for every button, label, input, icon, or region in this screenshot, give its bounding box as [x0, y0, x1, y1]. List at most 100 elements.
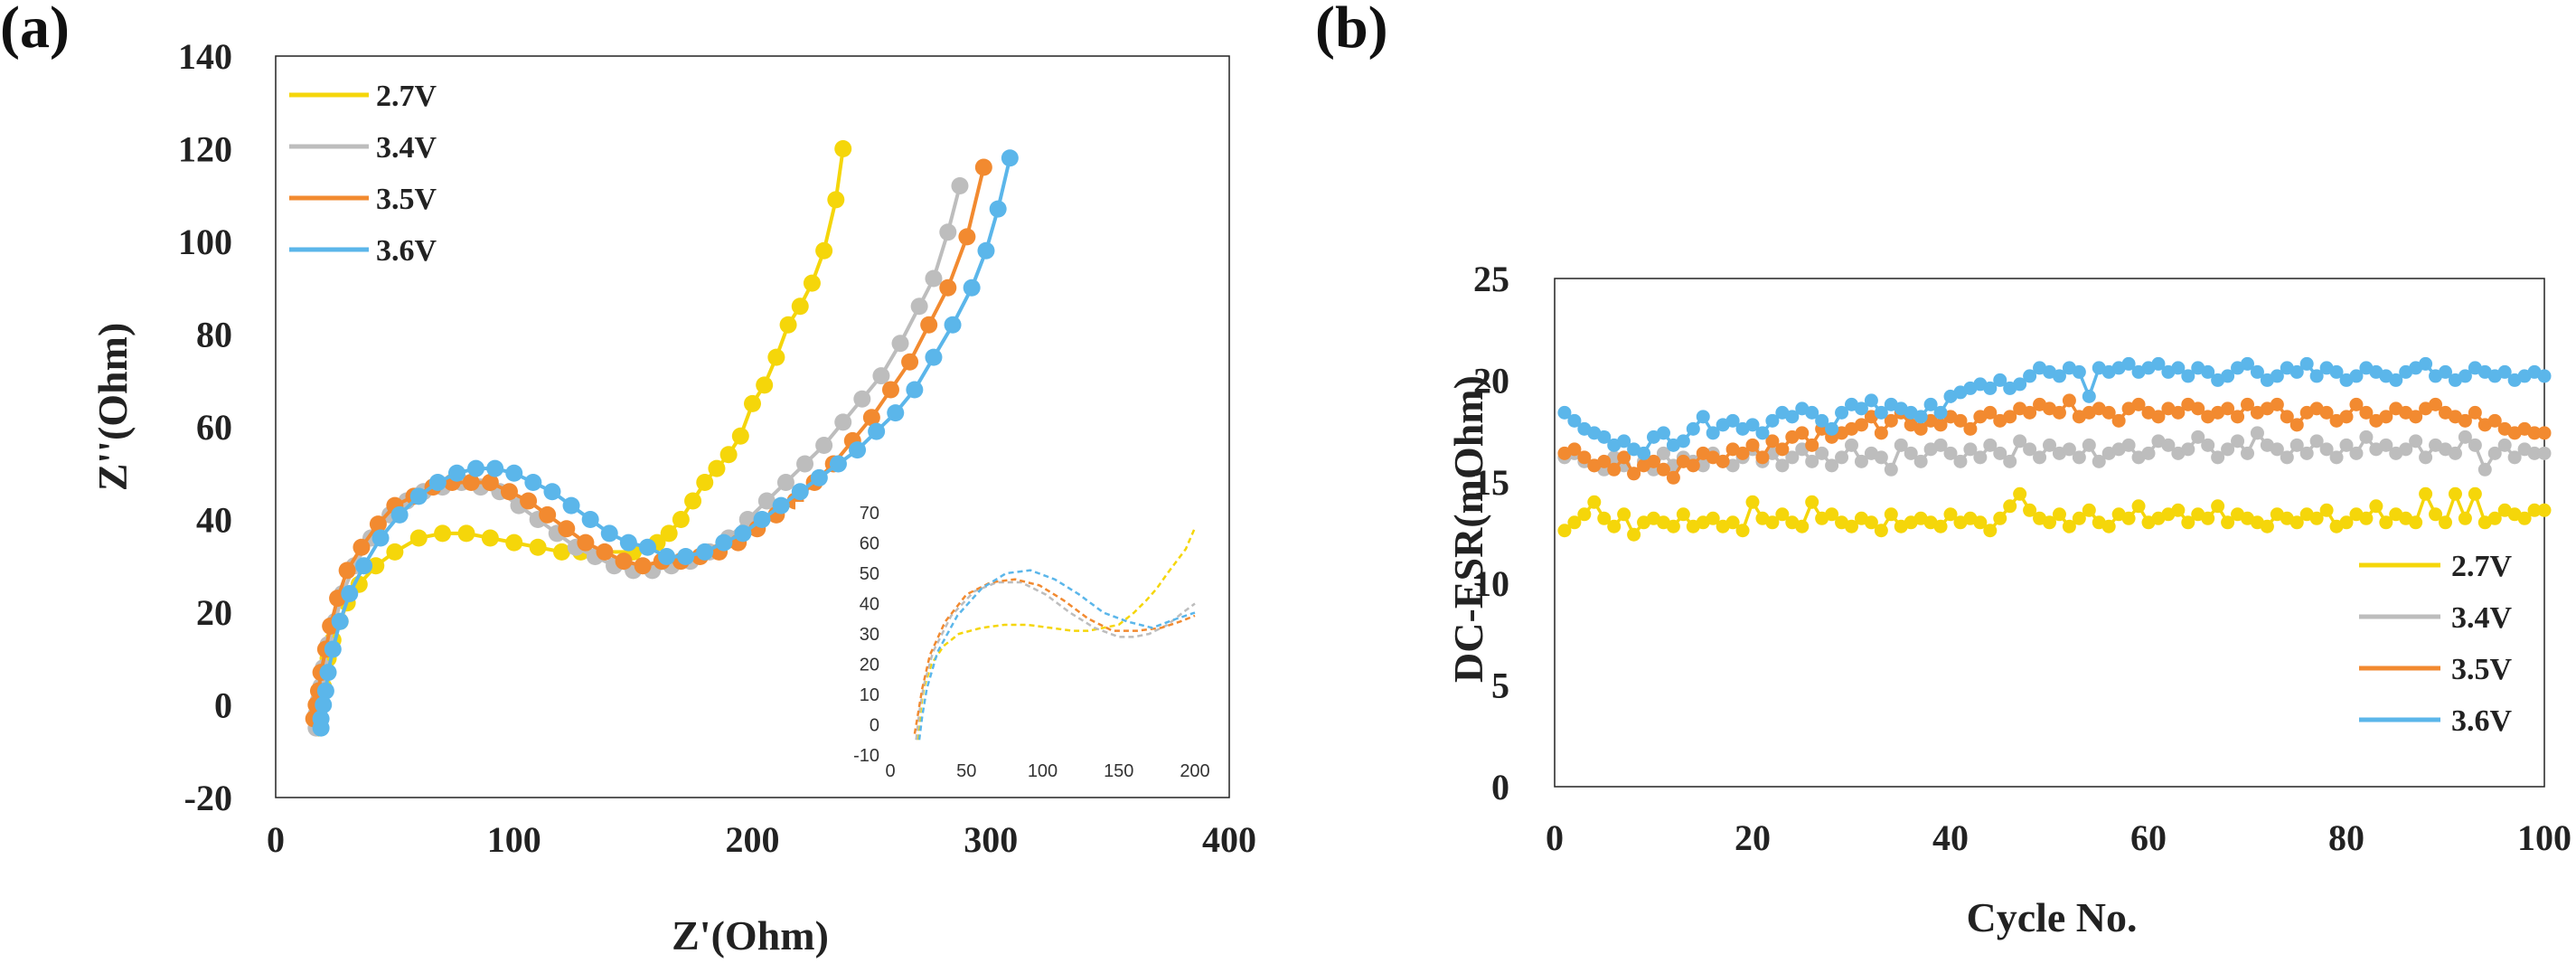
eis-y-tick-label: 80 — [196, 315, 232, 355]
esr-data-point — [1904, 446, 1918, 460]
inset-x-tick-label: 0 — [885, 761, 895, 781]
eis-data-point — [939, 279, 957, 297]
esr-data-point — [2052, 507, 2066, 522]
eis-data-point — [684, 492, 702, 510]
eis-data-point — [467, 459, 485, 477]
esr-data-point — [2458, 413, 2472, 428]
esr-data-point — [2181, 515, 2195, 530]
eis-data-point — [803, 274, 821, 292]
esr-data-point — [1795, 426, 1810, 440]
eis-data-point — [1001, 149, 1019, 167]
esr-data-point — [1825, 421, 1839, 436]
eis-data-point — [315, 696, 333, 713]
esr-data-point — [1735, 524, 1750, 538]
esr-data-point — [2527, 426, 2542, 440]
esr-data-point — [1577, 507, 1592, 522]
esr-data-point — [1557, 405, 1572, 420]
eis-data-point — [731, 427, 749, 445]
esr-data-point — [1765, 434, 1780, 448]
esr-tick-labels: 0 20 40 60 80 100 0 5 10 15 20 25 — [1473, 259, 2571, 858]
eis-data-point — [529, 538, 547, 556]
esr-x-tick-label: 0 — [1546, 817, 1564, 858]
esr-data-point — [2201, 364, 2215, 379]
esr-data-point — [1785, 410, 1800, 424]
esr-data-point — [2072, 511, 2086, 525]
esr-data-point — [2409, 515, 2423, 530]
esr-data-point — [2448, 446, 2462, 460]
esr-legend: 2.7V 3.4V 3.5V 3.6V — [2359, 550, 2513, 738]
eis-data-point — [772, 496, 790, 515]
esr-data-point — [2409, 434, 2423, 448]
esr-data-point — [1825, 458, 1839, 473]
esr-data-point — [2439, 515, 2452, 530]
esr-data-point — [2339, 515, 2354, 530]
eis-data-point — [619, 533, 637, 552]
eis-data-point — [390, 505, 409, 524]
eis-data-point — [505, 464, 523, 482]
esr-data-point — [2329, 364, 2344, 379]
esr-data-point — [2379, 515, 2393, 530]
eis-data-point — [862, 409, 880, 427]
esr-data-point — [2131, 397, 2146, 411]
esr-data-point — [2033, 450, 2047, 465]
esr-data-point — [1795, 519, 1810, 533]
esr-data-point — [1607, 519, 1622, 533]
esr-data-point — [2497, 438, 2512, 452]
esr-data-point — [2221, 515, 2235, 530]
eis-data-point — [409, 487, 428, 505]
esr-data-point — [1567, 515, 1582, 530]
esr-data-point — [1656, 462, 1670, 477]
esr-legend-label: 3.6V — [2451, 704, 2513, 738]
esr-data-point — [2171, 361, 2186, 375]
eis-data-point — [925, 269, 943, 288]
esr-data-point — [1686, 421, 1700, 436]
eis-y-tick-label: -20 — [184, 778, 232, 818]
esr-data-point — [1983, 381, 1998, 395]
esr-data-point — [1973, 515, 1988, 530]
esr-data-point — [2072, 450, 2086, 465]
esr-data-point — [2289, 515, 2304, 530]
eis-data-point — [428, 474, 447, 491]
esr-data-point — [1567, 413, 1582, 428]
esr-data-point — [2062, 442, 2076, 457]
esr-data-point — [1805, 438, 1819, 452]
esr-data-point — [2468, 405, 2482, 420]
eis-y-tick-label: 40 — [196, 500, 232, 541]
esr-data-point — [1617, 450, 1631, 465]
esr-data-point — [1597, 454, 1612, 468]
eis-data-point — [925, 348, 943, 366]
eis-data-point — [324, 640, 342, 658]
esr-data-point — [2062, 519, 2076, 533]
eis-data-point — [539, 505, 557, 524]
esr-data-point — [1706, 426, 1720, 440]
esr-data-point — [1745, 438, 1760, 452]
esr-legend-label: 3.4V — [2451, 601, 2513, 635]
esr-data-point — [2221, 401, 2235, 416]
eis-data-point — [341, 585, 359, 602]
esr-x-tick-label: 100 — [2517, 817, 2571, 858]
esr-data-point — [2241, 397, 2254, 411]
eis-data-point — [881, 381, 899, 399]
eis-data-point — [386, 543, 404, 561]
esr-y-tick-label: 20 — [1473, 360, 1509, 401]
esr-data-point — [2349, 397, 2364, 411]
esr-data-point — [1825, 507, 1839, 522]
esr-data-point — [2289, 438, 2304, 452]
eis-data-point — [562, 496, 580, 515]
eis-data-point — [696, 543, 714, 561]
esr-data-point — [2309, 369, 2324, 383]
esr-data-point — [2379, 438, 2393, 452]
esr-data-point — [2211, 450, 2225, 465]
esr-data-point — [2082, 438, 2096, 452]
esr-data-point — [1696, 410, 1710, 424]
eis-data-point — [853, 390, 871, 408]
esr-data-point — [2270, 442, 2284, 457]
inset-series-line — [917, 569, 1196, 741]
esr-data-point — [2419, 356, 2433, 371]
esr-data-point — [1993, 373, 2007, 387]
esr-data-point — [2537, 426, 2552, 440]
esr-data-point — [2211, 499, 2225, 514]
esr-data-point — [1775, 458, 1790, 473]
eis-x-tick-label: 0 — [267, 819, 285, 860]
esr-y-tick-label: 5 — [1491, 666, 1509, 706]
